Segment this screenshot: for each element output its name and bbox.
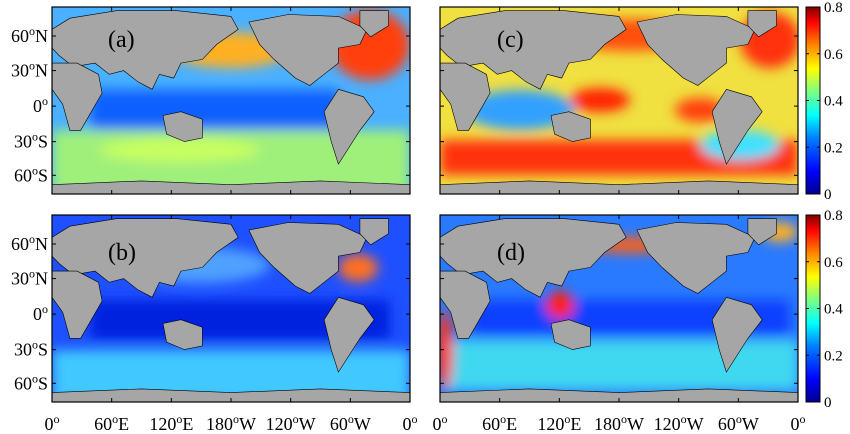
landmass-3	[636, 222, 756, 294]
panel-d: (d)	[439, 214, 799, 403]
y-tick-label-top-1: 30oN	[11, 59, 48, 81]
colorbar-label-0-0: 0	[824, 187, 832, 203]
x-tick-label-left-0: 0o	[45, 412, 60, 434]
y-tick-label-bottom-4: 60oS	[14, 371, 48, 393]
y-tick-label-bottom-1: 30oN	[11, 267, 48, 289]
colorbar-label-1-0: 0	[824, 395, 832, 411]
x-tick-label-right-2: 120oE	[537, 412, 581, 434]
x-tick-label-left-6: 0o	[403, 412, 418, 434]
x-tick-label-right-3: 180oW	[594, 412, 644, 434]
y-tick-label-top-0: 60oN	[11, 24, 48, 46]
landmass-4	[323, 296, 375, 373]
x-tick-label-left-3: 180oW	[206, 412, 256, 434]
colorbar-label-1-3: 0.6	[824, 255, 843, 271]
landmass-2	[162, 319, 203, 350]
x-tick-label-left-1: 60oE	[94, 412, 129, 434]
tick-layer: 60oN 30oN 0o 30oS 60oS 60oN 30oN 0o 30oS 60oS 0o 60…	[11, 0, 843, 434]
y-tick-label-bottom-3: 30oS	[14, 338, 48, 360]
x-tick-label-left-4: 120oW	[266, 412, 316, 434]
landmass-1	[52, 62, 103, 131]
panel-label-a: (a)	[108, 27, 135, 53]
y-tick-label-top-2: 0o	[33, 94, 48, 116]
x-tick-label-right-5: 60oW	[718, 412, 759, 434]
land-b	[52, 218, 410, 402]
landmass-6	[52, 180, 410, 194]
landmass-1	[440, 62, 491, 131]
landmass-6	[52, 388, 410, 402]
land-d	[440, 218, 798, 402]
x-tick-label-left-2: 120oE	[149, 412, 193, 434]
panel-a: (a)	[51, 6, 411, 195]
landmass-5	[359, 218, 389, 246]
panel-label-c: (c)	[497, 27, 524, 53]
land-c	[440, 10, 798, 194]
landmass-5	[747, 10, 777, 38]
panel-c: (c)	[439, 6, 799, 195]
panel-label-d: (d)	[497, 240, 525, 266]
colorbar-label-1-4: 0.8	[824, 208, 843, 224]
colorbar-label-0-4: 0.8	[824, 0, 843, 16]
landmass-3	[636, 14, 756, 86]
colorbar-label-0-2: 0.4	[824, 94, 843, 110]
panel-b: (b)	[51, 214, 411, 403]
landmass-2	[550, 111, 591, 142]
landmass-5	[359, 10, 389, 38]
y-tick-label-top-4: 60oS	[14, 163, 48, 185]
colorbar-label-0-3: 0.6	[824, 47, 843, 63]
x-tick-label-right-1: 60oE	[482, 412, 517, 434]
x-tick-label-right-4: 120oW	[654, 412, 704, 434]
y-tick-label-bottom-0: 60oN	[11, 232, 48, 254]
landmass-4	[323, 88, 375, 165]
landmass-3	[248, 14, 368, 86]
landmass-3	[248, 222, 368, 294]
x-tick-label-right-0: 0o	[433, 412, 448, 434]
landmass-6	[440, 388, 798, 402]
landmass-4	[711, 88, 763, 165]
colorbar-label-0-1: 0.2	[824, 140, 843, 156]
x-tick-label-right-6: 0o	[791, 412, 806, 434]
colorbar-label-1-2: 0.4	[824, 302, 843, 318]
y-tick-label-bottom-2: 0o	[33, 302, 48, 324]
colorbar-label-1-1: 0.2	[824, 348, 843, 364]
landmass-4	[711, 296, 763, 373]
landmass-2	[162, 111, 203, 142]
y-tick-label-top-3: 30oS	[14, 130, 48, 152]
landmass-1	[52, 270, 103, 339]
landmass-2	[550, 319, 591, 350]
x-tick-label-left-5: 60oW	[330, 412, 371, 434]
landmass-5	[747, 218, 777, 246]
landmass-1	[440, 270, 491, 339]
landmass-6	[440, 180, 798, 194]
land-a	[52, 10, 410, 194]
panel-label-b: (b)	[108, 240, 136, 266]
